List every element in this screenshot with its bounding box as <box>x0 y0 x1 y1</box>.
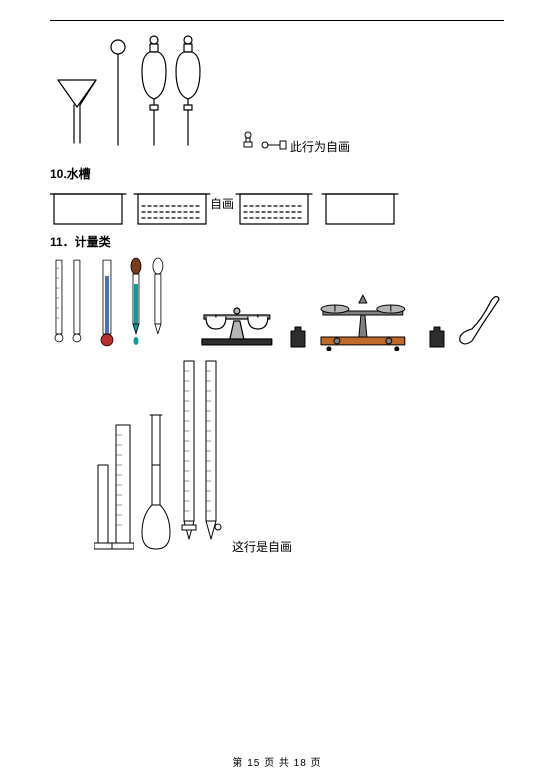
volumetric-flask-icon <box>138 365 174 555</box>
row-funnels: 此行为自画 <box>50 25 504 155</box>
thermometer-pair-icon <box>50 256 90 351</box>
footer-middle: 页 共 <box>264 758 290 769</box>
weight-icon <box>289 321 307 351</box>
row-measuring <box>50 256 504 351</box>
triple-beam-balance-icon <box>315 281 420 351</box>
page-footer: 第 15 页 共 18 页 <box>0 754 554 769</box>
document-page: 此行为自画 10.水槽 <box>0 0 554 783</box>
row-volumetric: 这行是自画 <box>50 355 504 555</box>
row1-note: 此行为自画 <box>290 138 350 155</box>
heading-10: 10.水槽 <box>50 165 504 182</box>
footer-page: 15 <box>247 758 260 769</box>
bottom-note: 这行是自画 <box>232 538 292 555</box>
footer-total: 18 <box>294 758 307 769</box>
balance-scale-icon <box>192 281 282 351</box>
separating-funnels-icon <box>50 25 250 155</box>
burette-icon <box>178 355 222 555</box>
row-water-troughs <box>50 188 504 233</box>
footer-prefix: 第 <box>232 758 243 769</box>
thermometer-red-icon <box>98 256 116 351</box>
sec10-note: 自画 <box>210 197 234 211</box>
graduated-cylinders-icon <box>94 365 134 555</box>
top-rule <box>50 20 504 21</box>
dropper-icon <box>124 256 174 351</box>
spoon-icon <box>454 291 504 351</box>
footer-suffix: 页 <box>311 758 322 769</box>
weight-icon-2 <box>428 321 446 351</box>
heading-11: 11．计量类 <box>50 233 504 250</box>
water-trough-icon <box>50 188 450 233</box>
stopper-key-icon <box>240 125 290 155</box>
